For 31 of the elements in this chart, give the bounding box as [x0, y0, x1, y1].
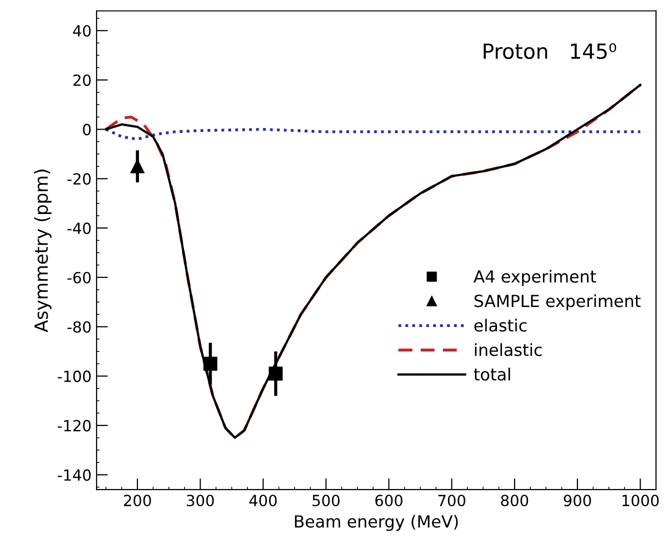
- y-tick-label: -100: [58, 370, 91, 382]
- y-tick-label: -60: [68, 272, 91, 284]
- line-series: [104, 128, 642, 141]
- legend-label: elastic: [474, 318, 527, 332]
- x-tick-label: 200: [124, 494, 151, 506]
- x-axis-title: Beam energy (MeV): [295, 514, 458, 531]
- legend-label: inelastic: [475, 343, 542, 356]
- x-tick-label: 700: [438, 494, 466, 506]
- y-tick-label: -140: [58, 469, 91, 481]
- x-tick-label: 400: [249, 494, 277, 506]
- legend-label: total: [474, 368, 510, 381]
- y-tick-label: 40: [73, 25, 91, 37]
- y-tick-label: -120: [58, 420, 91, 432]
- x-tick-label: 900: [564, 494, 592, 506]
- x-tick-label: 600: [375, 494, 402, 506]
- y-tick-label: -20: [68, 173, 91, 185]
- annotation: Proton 145⁰: [484, 43, 616, 60]
- y-tick-label: -40: [68, 222, 91, 234]
- y-tick-label: -80: [68, 321, 91, 333]
- y-axis-title: Asymmetry (ppm): [34, 170, 52, 332]
- x-tick-label: 1000: [622, 494, 659, 506]
- legend-label: SAMPLE experiment: [474, 294, 641, 310]
- point: [268, 366, 283, 381]
- point: [203, 356, 218, 371]
- x-tick-label: 500: [312, 494, 340, 506]
- point: [130, 159, 144, 174]
- x-tick-label: 800: [501, 494, 528, 506]
- y-tick-label: 0: [82, 124, 91, 136]
- legend-label: A4 experiment: [474, 270, 596, 286]
- y-tick-label: 20: [73, 74, 91, 86]
- x-tick-label: 300: [186, 494, 214, 506]
